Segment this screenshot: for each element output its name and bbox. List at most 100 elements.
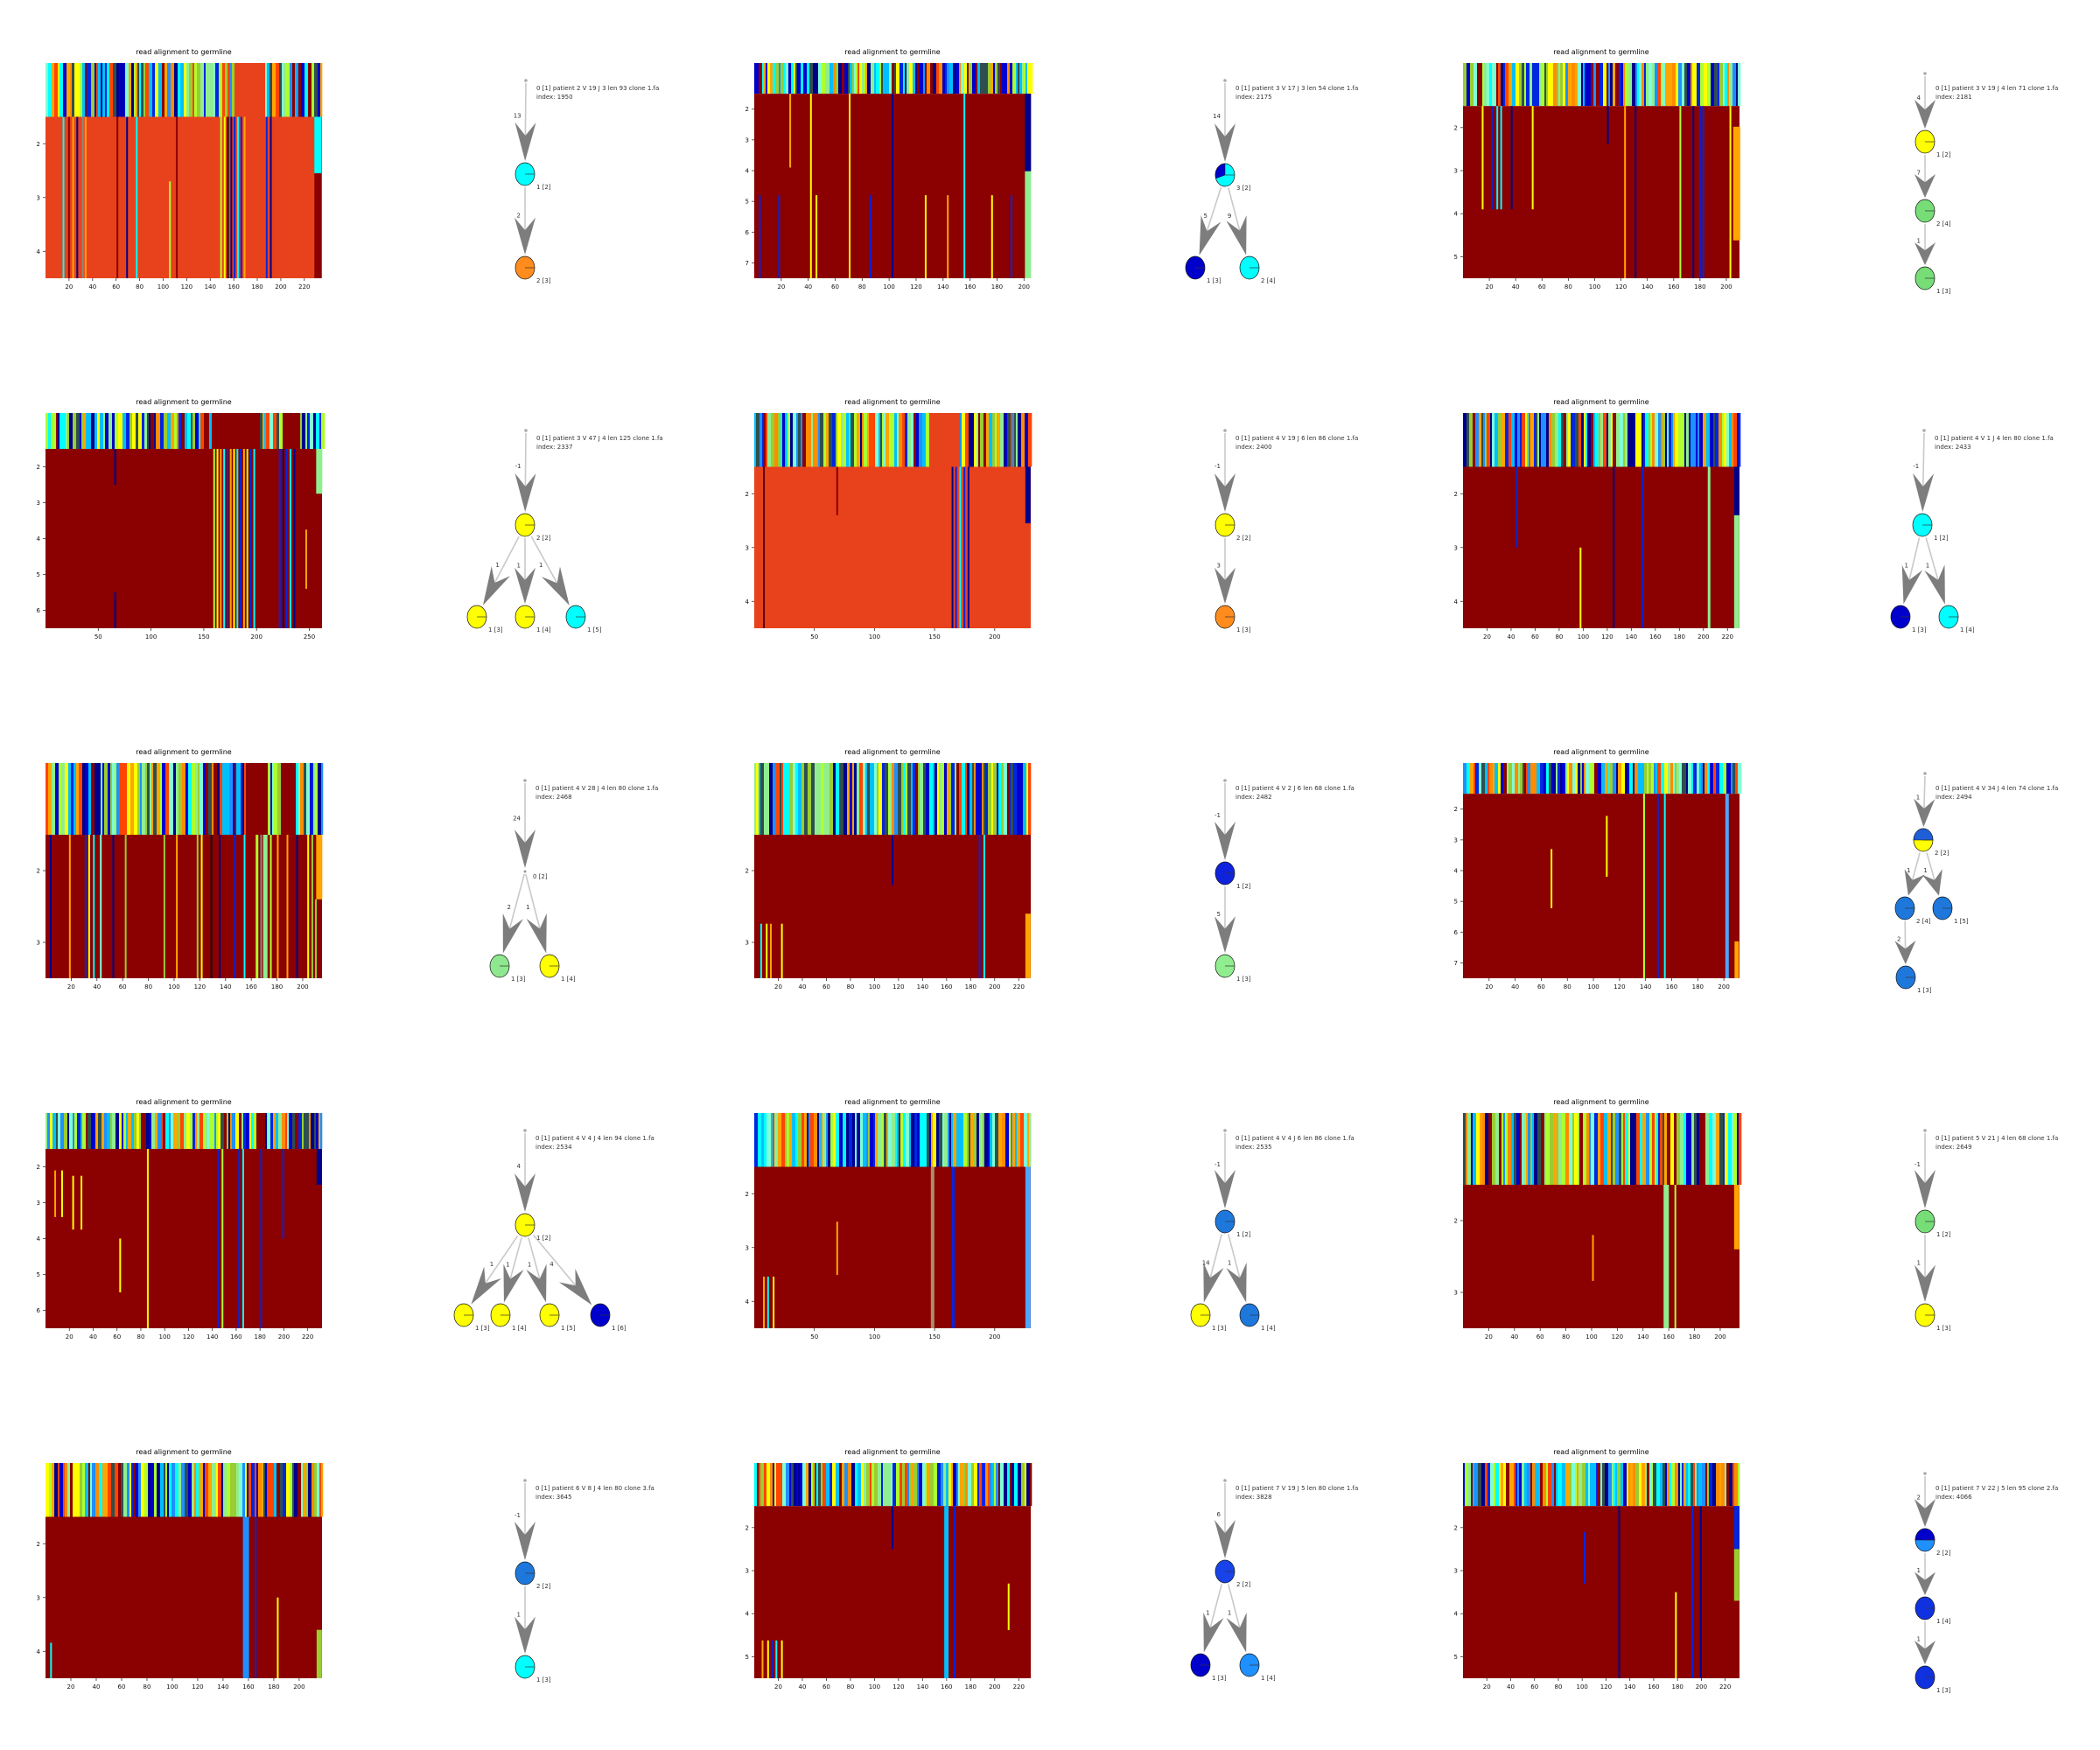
germline-barcode-segment [242, 1463, 246, 1517]
y-tick-label: 5 [37, 571, 40, 578]
tree-title: 0 [1] patient 7 V 22 J 5 len 95 clone 2.… [1936, 1485, 2058, 1492]
root-dot [1923, 772, 1927, 775]
germline-barcode-segment [115, 413, 119, 449]
germline-barcode-segment [259, 763, 264, 835]
y-tick-label: 6 [37, 607, 41, 614]
read-match-area [46, 835, 322, 978]
germline-barcode-segment [876, 63, 880, 94]
tree-panel-r4-c2: 0 [1] patient 7 V 22 J 5 len 95 clone 2.… [1914, 1472, 2058, 1694]
germline-barcode-segment [985, 1463, 989, 1507]
germline-barcode-segment [161, 1113, 164, 1149]
germline-barcode-segment [1550, 1113, 1554, 1185]
tree-title: 0 [1] patient 6 V 8 J 4 len 80 clone 3.f… [536, 1485, 654, 1492]
mutation-stripe [176, 116, 178, 278]
germline-barcode-segment [149, 413, 151, 449]
germline-barcode-segment [1693, 1463, 1696, 1507]
germline-barcode-segment [268, 763, 271, 835]
germline-barcode-segment [1697, 763, 1700, 794]
x-tick-label: 40 [93, 1684, 101, 1690]
germline-barcode-segment [1012, 1463, 1015, 1507]
germline-barcode-segment [49, 1463, 52, 1517]
heatmap-title: read alignment to germline [844, 748, 941, 756]
tree-index: index: 4066 [1936, 1494, 1972, 1501]
node-label: 1 [4] [512, 1325, 527, 1332]
germline-barcode-segment [810, 1113, 815, 1167]
germline-barcode-segment [1544, 63, 1547, 107]
mutation-stripe [255, 1516, 257, 1678]
germline-barcode-segment [1591, 1113, 1595, 1185]
y-tick-label: 2 [746, 106, 749, 113]
x-tick-label: 80 [858, 284, 866, 290]
germline-barcode-segment [68, 763, 72, 835]
germline-barcode-segment [138, 1463, 142, 1517]
germline-barcode-segment [783, 763, 787, 835]
germline-barcode-segment [1605, 763, 1609, 794]
germline-barcode-segment [251, 413, 256, 449]
root-dot [1923, 1129, 1927, 1132]
germline-barcode-segment [851, 1463, 856, 1507]
x-tick-label: 200 [1714, 1334, 1726, 1340]
germline-barcode-segment [934, 763, 938, 835]
germline-barcode-segment [833, 63, 836, 94]
y-tick-label: 3 [37, 500, 40, 507]
germline-barcode-segment [116, 1113, 120, 1149]
germline-barcode-segment [127, 763, 131, 835]
germline-barcode-segment [762, 63, 765, 94]
germline-barcode-segment [1687, 63, 1691, 107]
germline-barcode-segment [1618, 763, 1622, 794]
heatmap-title: read alignment to germline [136, 398, 232, 406]
germline-barcode-segment [852, 63, 855, 94]
germline-barcode-segment [956, 763, 960, 835]
germline-barcode-segment [89, 63, 92, 117]
germline-barcode-segment [88, 413, 92, 449]
tree-panel-r0-c1: 0 [1] patient 3 V 17 J 3 len 54 clone 1.… [1185, 79, 1358, 284]
germline-barcode-segment [131, 1113, 135, 1149]
germline-barcode-segment [288, 63, 290, 117]
germline-barcode-segment [1463, 1463, 1466, 1507]
mutation-stripe [892, 835, 893, 886]
edge-mutation-count: 1 [539, 562, 542, 569]
germline-barcode-segment [920, 63, 924, 94]
germline-barcode-segment [915, 763, 919, 835]
germline-barcode-segment [77, 1113, 81, 1149]
germline-barcode-segment [1594, 1113, 1599, 1185]
germline-barcode-segment [984, 1113, 989, 1167]
y-tick-label: 5 [1454, 1654, 1458, 1661]
mutation-stripe [955, 466, 957, 628]
y-tick-label: 4 [37, 1236, 41, 1242]
x-tick-label: 200 [251, 634, 262, 640]
heatmap-title: read alignment to germline [1553, 48, 1649, 56]
germline-barcode-segment [1550, 1463, 1552, 1507]
germline-barcode-segment [953, 1463, 957, 1507]
edge-mutation-count: 4 [517, 1163, 522, 1170]
germline-barcode-segment [766, 1113, 770, 1167]
germline-barcode-segment [956, 1113, 961, 1167]
germline-barcode-segment [929, 763, 934, 835]
germline-barcode-segment [822, 1113, 827, 1167]
germline-barcode-segment [1520, 1113, 1522, 1185]
germline-barcode-segment [965, 1463, 969, 1507]
germline-barcode-segment [1665, 1463, 1668, 1507]
germline-barcode-segment [913, 763, 916, 835]
germline-barcode-segment [152, 63, 156, 117]
x-tick-label: 160 [1666, 984, 1677, 990]
germline-barcode-segment [1674, 1113, 1677, 1185]
x-tick-label: 120 [181, 284, 192, 290]
germline-barcode-segment [1020, 763, 1024, 835]
germline-barcode-segment [1699, 763, 1702, 794]
germline-barcode-segment [317, 1463, 320, 1517]
germline-barcode-segment [206, 763, 209, 835]
germline-barcode-segment [200, 763, 204, 835]
mutation-stripe [285, 449, 288, 628]
germline-barcode-segment [311, 1113, 315, 1149]
germline-barcode-segment [993, 63, 996, 94]
germline-barcode-segment [265, 1463, 268, 1517]
x-tick-label: 20 [1485, 984, 1493, 990]
germline-barcode-segment [1522, 1463, 1525, 1507]
mutation-stripe [959, 466, 962, 628]
germline-barcode-segment [939, 63, 943, 94]
node-label: 2 [2] [1936, 1550, 1951, 1557]
tree-edge [494, 536, 520, 584]
